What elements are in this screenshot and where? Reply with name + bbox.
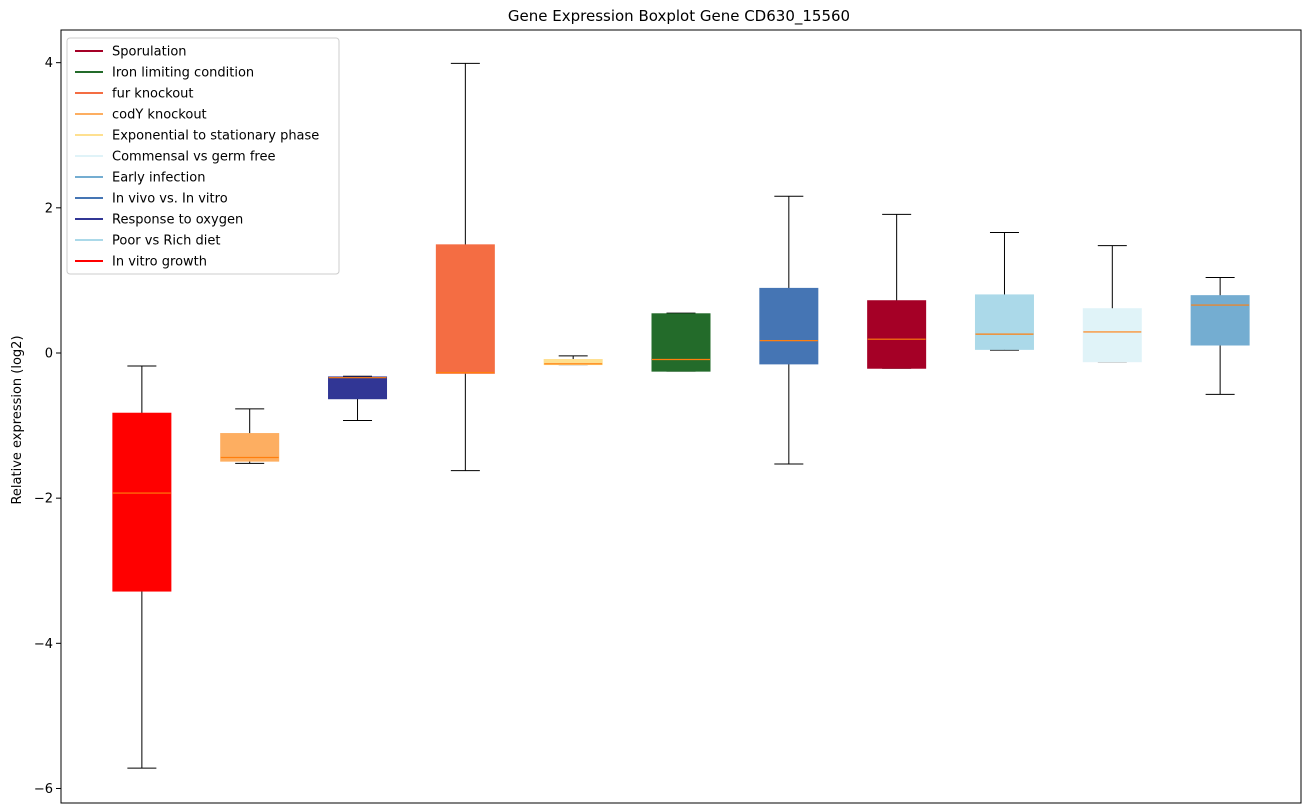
box-group: [759, 195, 819, 465]
box-group: [112, 365, 172, 769]
box-group: [867, 213, 927, 369]
legend-frame: [66, 37, 340, 275]
y-tick-label: 4: [45, 56, 53, 71]
box-in-vitro-growth: [112, 412, 172, 592]
box-cody-knockout: [220, 433, 280, 462]
box-group: [651, 312, 711, 372]
y-tick-label: 2: [45, 201, 53, 216]
legend: Sporulation Iron limiting condition fur kn…: [66, 37, 340, 275]
box-exponential-to-stationary-phase: [543, 359, 603, 366]
box-sporulation: [867, 300, 927, 369]
legend-item-label: In vitro growth: [112, 255, 207, 270]
plot-frame: [60, 29, 1302, 804]
y-axis-label: Relative expression (log2): [10, 335, 25, 504]
box-fur-knockout: [435, 244, 495, 374]
box-group: [435, 62, 495, 472]
box-early-infection: [1190, 295, 1250, 346]
box-group: [220, 408, 280, 464]
box-group: [543, 355, 603, 366]
plot-area: −6 −4 −2 0 2 4: [34, 29, 1302, 804]
legend-item-label: codY knockout: [112, 108, 207, 123]
chart-title: Gene Expression Boxplot Gene CD630_15560: [508, 7, 850, 26]
legend-item-label: Early infection: [112, 171, 205, 186]
y-tick-label: −4: [34, 637, 53, 652]
y-tick-label: 0: [45, 346, 53, 361]
legend-item-label: Commensal vs germ free: [112, 150, 275, 165]
legend-item-label: In vivo vs. In vitro: [112, 192, 228, 207]
y-tick-label: −2: [34, 492, 53, 507]
box-poor-vs-rich-diet: [974, 294, 1034, 350]
box-group: [1190, 277, 1250, 395]
legend-item-label: Exponential to stationary phase: [112, 129, 319, 144]
legend-item-label: Sporulation: [112, 45, 187, 60]
box-iron-limiting-condition: [651, 313, 711, 372]
legend-item-label: Iron limiting condition: [112, 66, 254, 81]
box-commensal-vs-germ-free: [1082, 308, 1142, 363]
y-tick-label: −6: [34, 782, 53, 797]
box-group: [328, 375, 388, 421]
legend-item-label: Response to oxygen: [112, 213, 243, 228]
legend-item-label: fur knockout: [112, 87, 194, 102]
box-group: [974, 232, 1034, 351]
box-in-vivo-vs-in-vitro: [759, 287, 819, 365]
box-response-to-oxygen: [328, 376, 388, 400]
box-group: [1082, 245, 1142, 363]
legend-item-label: Poor vs Rich diet: [112, 234, 220, 249]
